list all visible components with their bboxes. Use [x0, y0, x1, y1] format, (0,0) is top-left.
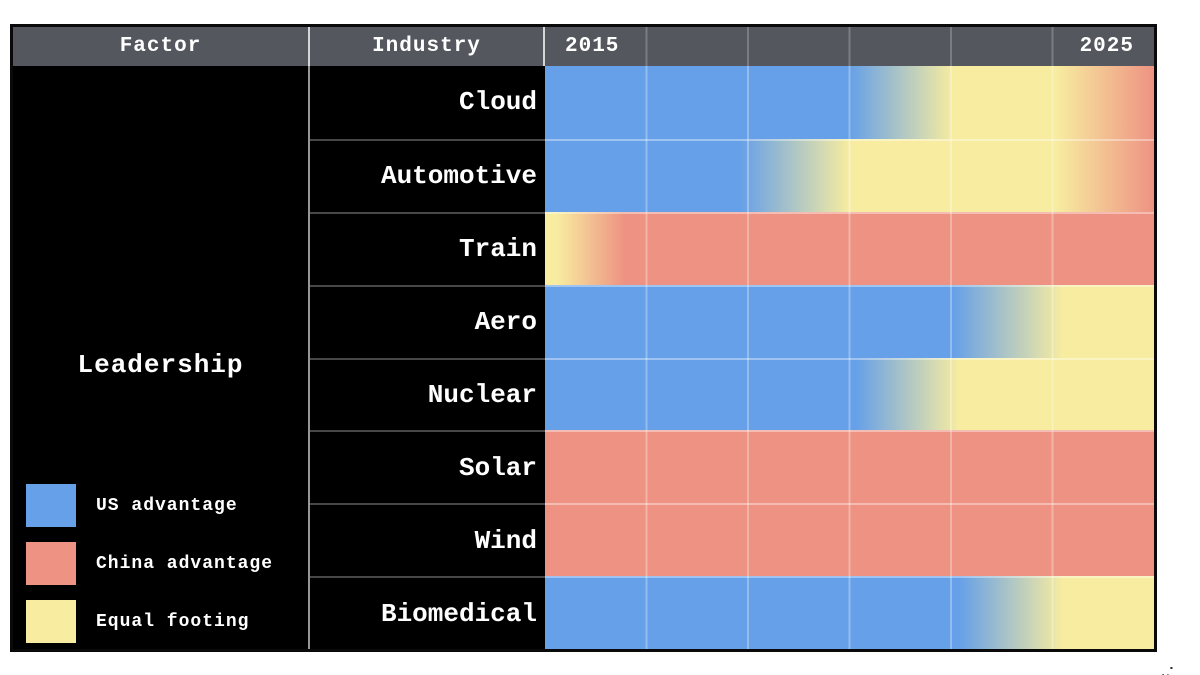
table-row: Biomedical	[310, 576, 1154, 649]
table-row: Aero	[310, 284, 1154, 358]
industry-timeline-bar	[545, 430, 1154, 504]
factor-value-label: Leadership	[77, 350, 244, 380]
industry-label: Solar	[310, 430, 545, 504]
table-body: Leadership US advantage China advantage Eq…	[13, 66, 1154, 649]
year-start-label: 2015	[565, 35, 620, 58]
table-row: Solar	[310, 430, 1154, 504]
header-industry: Industry	[310, 27, 545, 66]
industry-timeline-bar	[545, 211, 1154, 285]
legend-swatch-equal	[26, 600, 76, 643]
header-factor: Factor	[13, 27, 310, 66]
legend-item-us: US advantage	[26, 484, 273, 527]
legend-label: US advantage	[96, 495, 238, 516]
legend-label: China advantage	[96, 553, 274, 574]
header-timeline: 2015 2025	[545, 27, 1154, 66]
legend-item-equal: Equal footing	[26, 600, 273, 643]
table-header: Factor Industry 2015 2025	[13, 27, 1154, 66]
industry-timeline-bar	[545, 284, 1154, 358]
industry-label: Cloud	[310, 66, 545, 139]
industry-label: Aero	[310, 284, 545, 358]
industry-timeline-bar	[545, 138, 1154, 212]
industry-label: Automotive	[310, 138, 545, 212]
year-end-label: 2025	[1079, 35, 1134, 58]
industry-timeline-bar	[545, 503, 1154, 577]
table-row: Wind	[310, 503, 1154, 577]
legend: US advantage China advantage Equal footing	[26, 484, 273, 643]
table-row: Nuclear	[310, 357, 1154, 431]
industry-label: Wind	[310, 503, 545, 577]
industry-timeline-bar	[545, 66, 1154, 139]
legend-swatch-china	[26, 542, 76, 585]
industry-label: Biomedical	[310, 576, 545, 649]
attribution-text: Simon Wardley, 2015, LEF.	[1161, 663, 1178, 675]
factor-column: Leadership US advantage China advantage Eq…	[13, 66, 310, 649]
table-row: Automotive	[310, 138, 1154, 212]
industry-timeline-bar	[545, 576, 1154, 649]
industry-timeline-bar	[545, 357, 1154, 431]
leadership-table: Factor Industry 2015 2025 Leadership US …	[10, 24, 1157, 652]
table-row: Cloud	[310, 66, 1154, 139]
legend-label: Equal footing	[96, 611, 250, 632]
timeline-gridlines	[545, 27, 1154, 66]
table-row: Train	[310, 211, 1154, 285]
industry-label: Nuclear	[310, 357, 545, 431]
industry-rows: Cloud Automotive Train Aero Nuclear Solar Wind…	[310, 66, 1154, 649]
industry-label: Train	[310, 211, 545, 285]
legend-swatch-us	[26, 484, 76, 527]
legend-item-china: China advantage	[26, 542, 273, 585]
